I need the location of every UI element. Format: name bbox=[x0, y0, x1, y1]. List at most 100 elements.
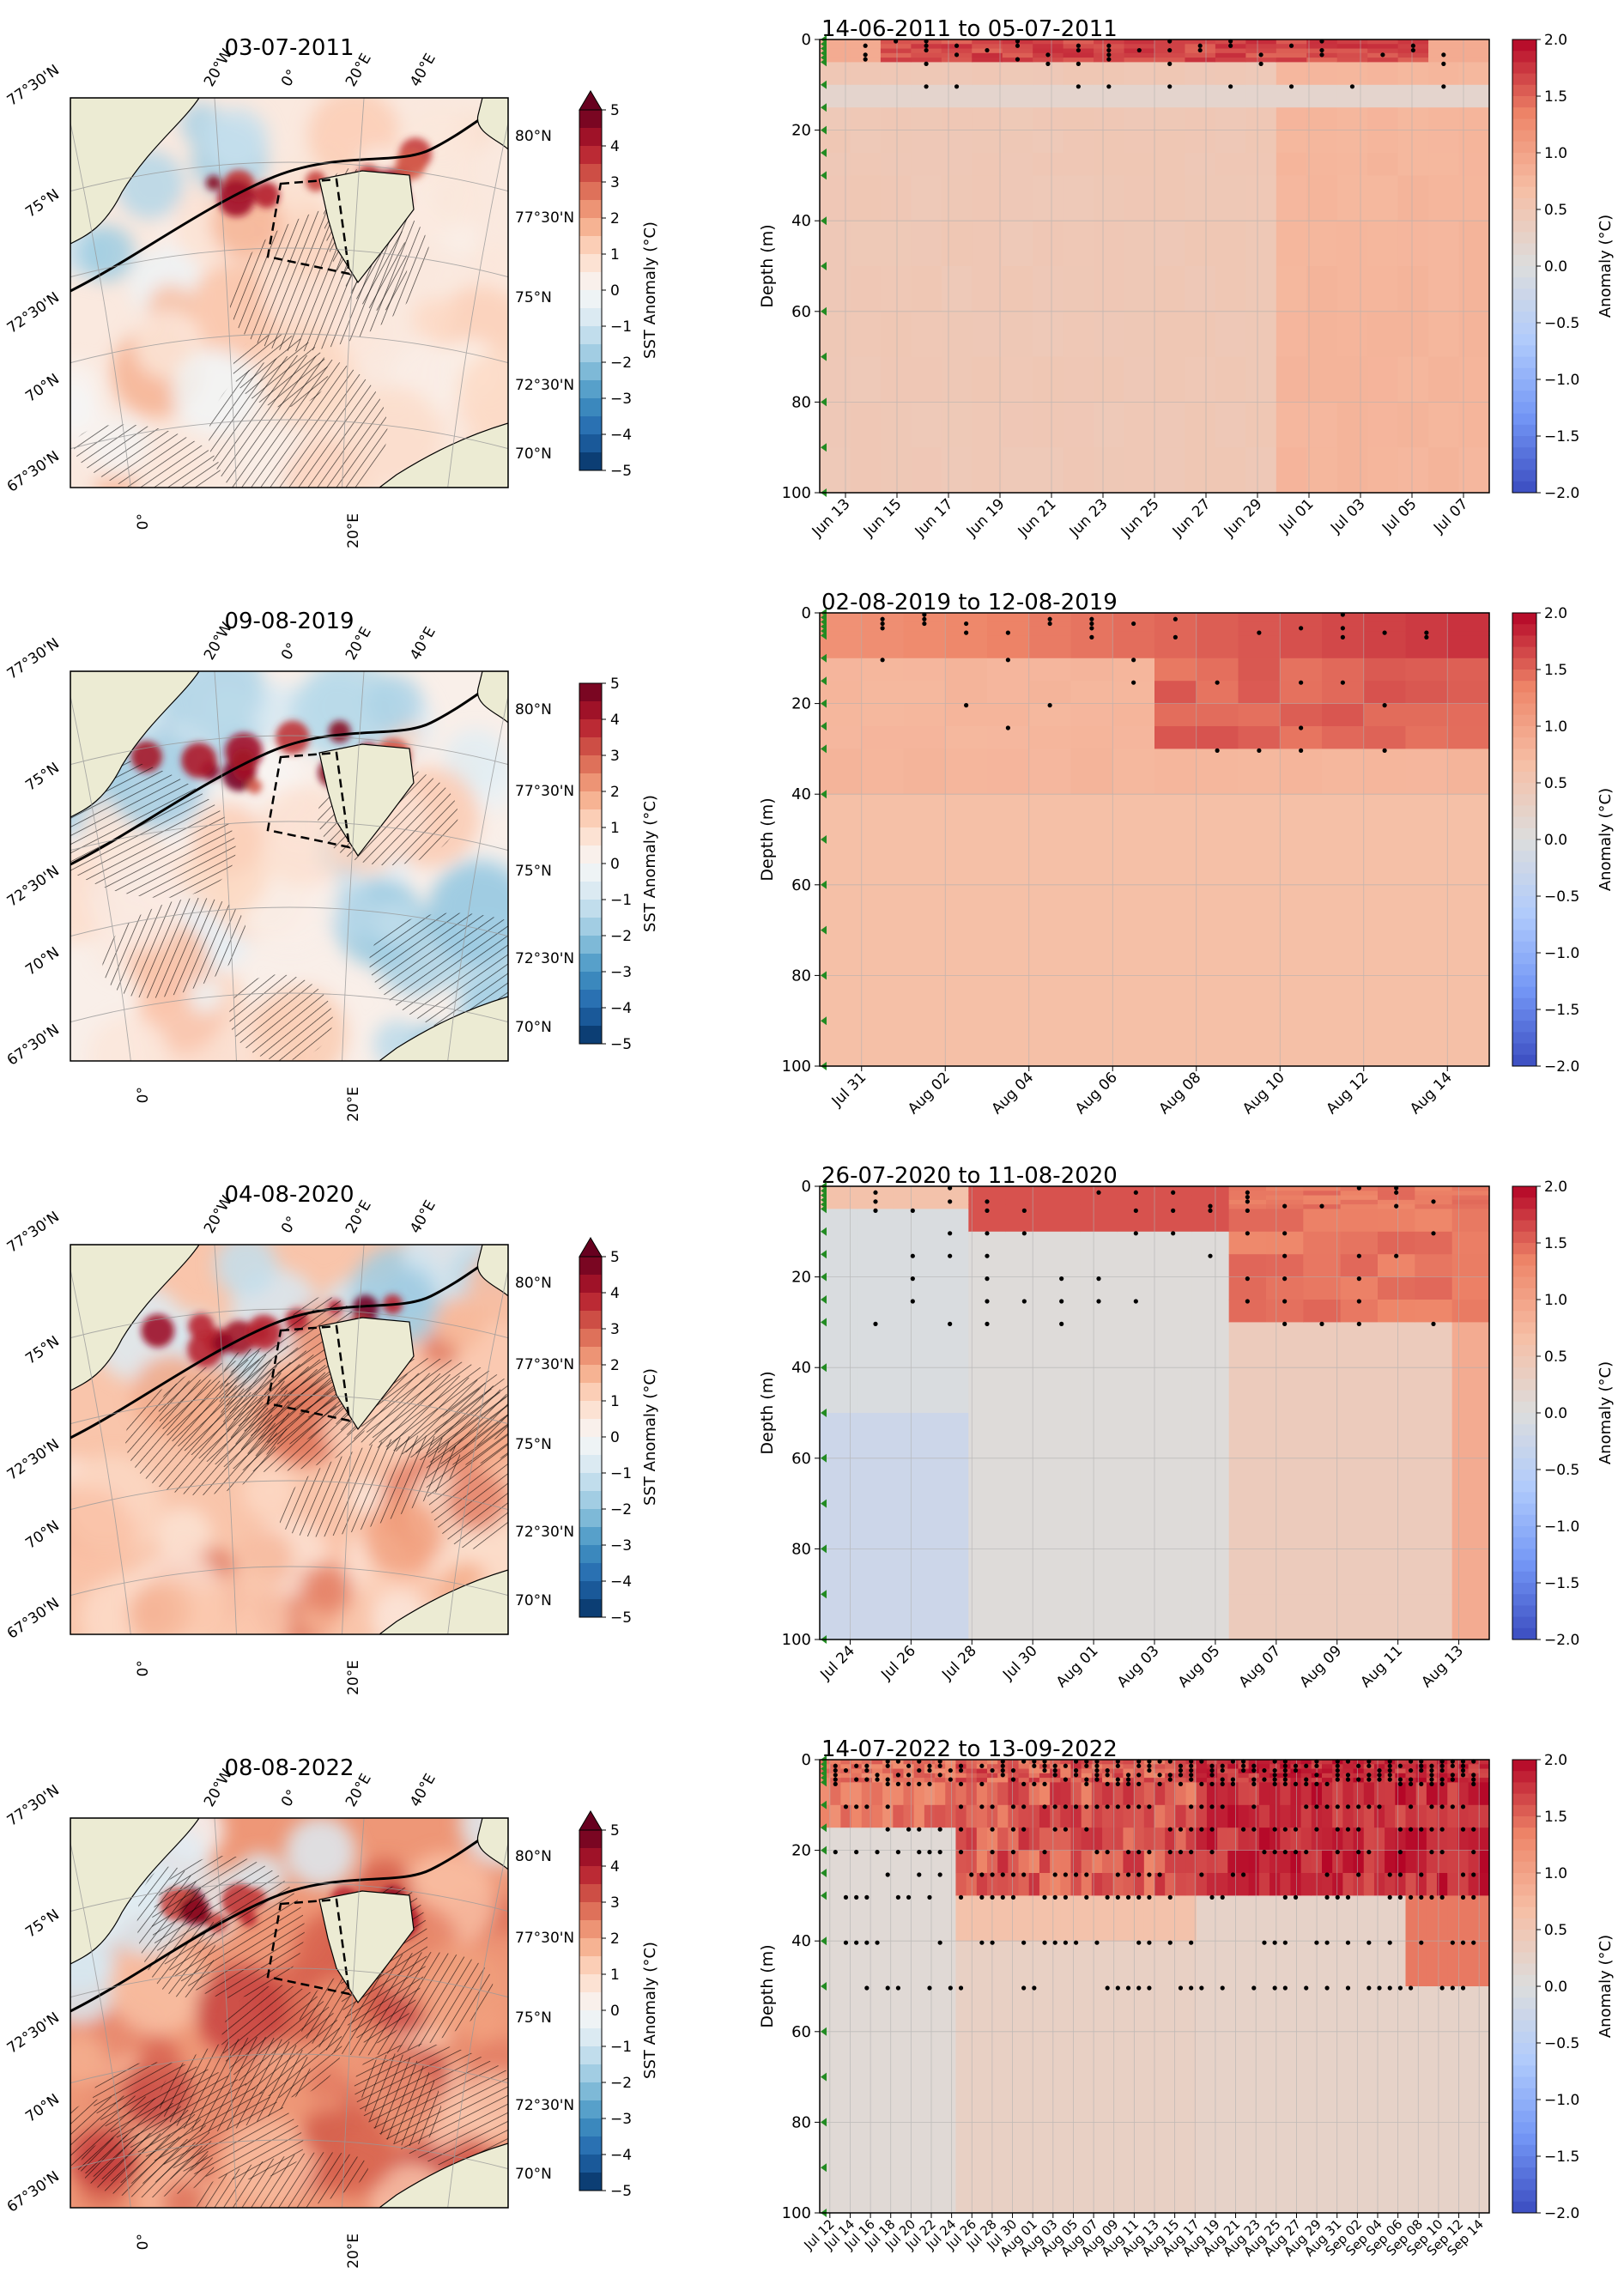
anomaly-cell bbox=[820, 48, 851, 54]
anomaly-cell bbox=[880, 175, 912, 221]
anomaly-cell bbox=[1336, 39, 1368, 45]
anomaly-cell bbox=[1070, 681, 1113, 705]
colorbar-bin bbox=[1512, 1771, 1536, 1783]
anomaly-cell bbox=[1039, 1773, 1051, 1779]
anomaly-cell bbox=[1081, 1941, 1093, 1987]
significance-dot bbox=[1220, 1894, 1225, 1900]
significance-dot bbox=[1115, 1894, 1120, 1900]
lon-label-top: 20°W bbox=[201, 1767, 236, 1810]
colorbar-bin bbox=[1512, 896, 1536, 908]
anomaly-cell bbox=[1428, 266, 1460, 312]
colorbar-bin bbox=[1512, 703, 1536, 716]
anomaly-cell bbox=[987, 794, 1030, 840]
significance-dot bbox=[917, 1872, 922, 1877]
significance-dot bbox=[1115, 1872, 1120, 1877]
anomaly-cell bbox=[1363, 930, 1407, 976]
anomaly-cell bbox=[987, 681, 1030, 705]
significance-dot bbox=[1209, 1827, 1215, 1832]
significance-dot bbox=[1439, 1827, 1445, 1832]
significance-dots bbox=[863, 39, 1446, 89]
significance-dot bbox=[1382, 748, 1387, 754]
y-tick-label: 60 bbox=[791, 303, 811, 321]
significance-dot bbox=[1335, 1804, 1340, 1809]
significance-dot bbox=[1076, 61, 1081, 66]
colorbar-bin bbox=[579, 398, 602, 417]
anomaly-cell bbox=[880, 130, 912, 154]
anomaly-cell bbox=[1133, 2167, 1145, 2214]
anomaly-cell bbox=[935, 2167, 946, 2214]
anomaly-cell bbox=[1428, 175, 1460, 221]
anomaly-cell bbox=[1033, 39, 1064, 45]
colorbar-bin bbox=[1512, 311, 1536, 324]
anomaly-cell bbox=[1050, 1895, 1061, 1942]
anomaly-cell bbox=[1175, 1782, 1187, 1806]
anomaly-cell bbox=[1117, 1413, 1155, 1459]
significance-dot bbox=[1293, 1781, 1299, 1786]
significance-dot bbox=[1387, 1773, 1392, 1778]
colorbar-tick-label: −0.5 bbox=[1544, 315, 1579, 332]
significance-dot bbox=[1197, 47, 1203, 53]
depth-level-marker bbox=[821, 148, 827, 157]
anomaly-cell bbox=[1185, 84, 1216, 108]
lat-label-right: 70°N bbox=[515, 1019, 552, 1036]
anomaly-cell bbox=[1124, 153, 1155, 176]
significance-dot bbox=[1084, 1894, 1089, 1900]
anomaly-cell bbox=[945, 635, 988, 659]
anomaly-cell bbox=[1117, 1367, 1155, 1414]
anomaly-cell bbox=[1094, 266, 1125, 312]
significance-dot bbox=[958, 1767, 964, 1773]
anomaly-cell bbox=[941, 153, 973, 176]
anomaly-cell bbox=[1112, 1895, 1124, 1942]
anomaly-cell bbox=[1185, 1873, 1197, 1896]
colorbar-tick-label: −2.0 bbox=[1544, 1058, 1579, 1076]
x-tick-label: Jun 27 bbox=[1169, 495, 1215, 541]
anomaly-cell bbox=[1276, 221, 1307, 267]
anomaly-cell bbox=[1028, 930, 1072, 976]
anomaly-cell bbox=[1426, 1895, 1438, 1942]
anomaly-cell bbox=[1303, 1413, 1342, 1459]
significance-dot bbox=[1314, 1804, 1319, 1809]
significance-dot bbox=[1189, 1940, 1194, 1945]
anomaly-cell bbox=[1215, 221, 1246, 267]
anomaly-cell bbox=[1395, 1986, 1407, 2033]
anomaly-cell bbox=[893, 2031, 905, 2078]
significance-dot bbox=[1377, 1985, 1382, 1991]
depth-level-marker bbox=[821, 171, 827, 180]
anomaly-cell bbox=[941, 402, 973, 448]
colorbar-bin bbox=[579, 1383, 602, 1402]
colorbar-bin bbox=[579, 1008, 602, 1027]
significance-dot bbox=[1076, 43, 1081, 48]
anomaly-cell bbox=[820, 1186, 857, 1191]
anomaly-cell bbox=[1300, 1827, 1312, 1852]
anomaly-cell bbox=[1238, 2031, 1250, 2078]
anomaly-cell bbox=[1228, 1367, 1267, 1414]
anomaly-cell bbox=[1124, 39, 1155, 45]
anomaly-cell bbox=[1102, 1804, 1113, 1828]
anomaly-cell bbox=[1185, 2031, 1197, 2078]
colorbar-tick-label: 0.5 bbox=[1544, 775, 1567, 792]
significance-dot bbox=[1419, 1894, 1424, 1900]
colorbar-bin bbox=[579, 308, 602, 327]
anomaly-cell bbox=[861, 1895, 873, 1942]
anomaly-cell bbox=[1426, 2122, 1438, 2168]
significance-dot bbox=[1272, 1985, 1277, 1991]
anomaly-cell bbox=[1248, 2076, 1260, 2123]
anomaly-cell bbox=[1154, 1300, 1192, 1323]
anomaly-cell bbox=[955, 2167, 967, 2214]
anomaly-cell bbox=[1458, 447, 1490, 494]
map-body bbox=[70, 1245, 508, 1634]
anomaly-cell bbox=[987, 2122, 998, 2168]
anomaly-cell bbox=[1378, 1549, 1415, 1595]
anomaly-cell bbox=[1185, 266, 1216, 312]
anomaly-cell bbox=[1270, 1850, 1281, 1874]
anomaly-cell bbox=[820, 402, 851, 448]
y-tick-label: 40 bbox=[791, 1359, 811, 1377]
lon-label-top: 40°E bbox=[407, 51, 439, 89]
anomaly-cell bbox=[893, 1778, 905, 1783]
anomaly-cell bbox=[1437, 1773, 1448, 1779]
anomaly-cell bbox=[1276, 62, 1307, 86]
anomaly-cell bbox=[1458, 175, 1490, 221]
significance-dot bbox=[895, 1985, 901, 1991]
significance-dot bbox=[1450, 1763, 1455, 1768]
anomaly-cell bbox=[1185, 62, 1216, 86]
